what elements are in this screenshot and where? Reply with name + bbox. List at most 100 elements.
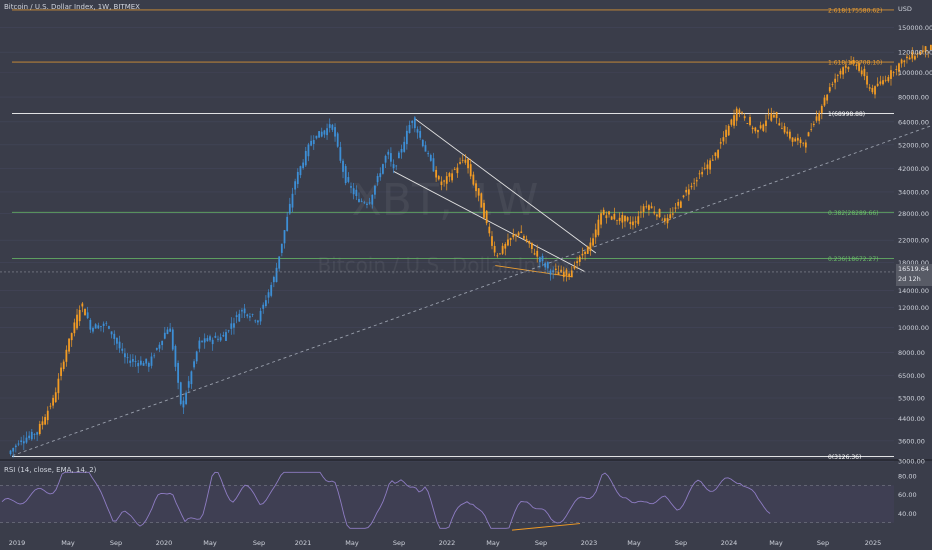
candle-body xyxy=(804,142,807,148)
fib-levels: 2.618(175580.62) 1.618(109708.10) 1(68998.… xyxy=(12,7,894,461)
candle-body xyxy=(320,131,323,137)
watermark-name: Bitcoin / U.S. Dollar Index xyxy=(317,253,572,277)
candle-body xyxy=(131,359,134,362)
candle-body xyxy=(352,188,355,195)
candle-body xyxy=(219,337,222,341)
candle-body xyxy=(355,189,358,197)
candle-body xyxy=(906,56,908,59)
candle-body xyxy=(283,230,286,244)
candle-body xyxy=(669,214,672,219)
candle-body xyxy=(198,340,201,349)
candle-body xyxy=(171,329,174,350)
candle-body xyxy=(735,108,738,121)
candle-body xyxy=(533,253,536,255)
candle-body xyxy=(749,116,751,126)
candle-body xyxy=(299,166,302,176)
candle-body xyxy=(318,131,320,138)
candle-body xyxy=(177,362,180,383)
candle-body xyxy=(544,263,547,268)
candle-body xyxy=(241,310,243,312)
candle-body xyxy=(512,234,515,238)
y-tick-label: 34000.00 xyxy=(898,188,929,196)
rsi-tick: 40.00 xyxy=(898,510,917,518)
candle-body xyxy=(366,203,368,205)
candle-body xyxy=(46,410,49,421)
candle-body xyxy=(914,56,916,60)
candle-body xyxy=(100,325,102,327)
candle-body xyxy=(586,246,589,254)
candle-body xyxy=(76,314,78,329)
candle-body xyxy=(690,185,693,188)
x-tick-label: Sep xyxy=(817,539,829,547)
currency-label: USD xyxy=(898,5,912,13)
rsi-tick: 80.00 xyxy=(898,473,917,481)
candle-body xyxy=(616,219,618,221)
candle-body xyxy=(22,441,25,444)
y-tick-label: 22000.00 xyxy=(898,237,929,245)
candle-body xyxy=(161,340,164,346)
candle-body xyxy=(310,140,313,146)
candle-body xyxy=(432,158,435,172)
candle-body xyxy=(812,123,815,126)
candle-body xyxy=(70,333,73,341)
candle-body xyxy=(344,166,347,184)
candle-body xyxy=(475,183,477,192)
candle-body xyxy=(645,206,648,208)
candle-body xyxy=(783,126,786,133)
candle-body xyxy=(456,167,459,174)
candle-body xyxy=(89,319,92,330)
candle-body xyxy=(195,351,198,362)
x-tick-label: 2021 xyxy=(295,539,312,547)
candle-body xyxy=(898,63,900,72)
candle-body xyxy=(520,231,523,234)
candle-body xyxy=(225,332,227,341)
candle-body xyxy=(272,276,275,283)
candle-body xyxy=(767,114,770,116)
candle-body xyxy=(895,68,898,70)
candle-body xyxy=(336,133,339,147)
candle-body xyxy=(810,129,813,130)
candle-body xyxy=(73,322,76,334)
y-tick-label: 64000.00 xyxy=(898,118,929,126)
y-tick-label: 5300.00 xyxy=(898,394,925,402)
candle-body xyxy=(413,117,416,129)
candle-body xyxy=(884,79,887,81)
candle-body xyxy=(350,186,352,188)
candle-body xyxy=(222,334,225,337)
candle-body xyxy=(469,164,472,177)
candle-body xyxy=(326,128,328,136)
candle-body xyxy=(507,239,509,246)
candle-body xyxy=(919,51,922,56)
candle-body xyxy=(834,78,837,83)
candle-body xyxy=(339,147,342,161)
y-tick-label: 3600.00 xyxy=(898,437,925,445)
rsi-divergence-line xyxy=(511,523,581,531)
candle-body xyxy=(429,155,432,161)
candle-body xyxy=(20,440,23,443)
candle-body xyxy=(440,181,443,186)
candle-body xyxy=(368,202,371,204)
candle-body xyxy=(759,125,762,129)
candle-body xyxy=(38,423,41,434)
candle-body xyxy=(602,209,605,215)
candle-body xyxy=(887,77,890,82)
candle-body xyxy=(743,116,746,119)
fib-label: 0.236(18672.27) xyxy=(828,256,879,263)
candle-body xyxy=(501,245,504,254)
candle-body xyxy=(105,322,108,324)
candle-body xyxy=(818,113,821,121)
candle-body xyxy=(781,128,783,130)
candle-body xyxy=(525,239,528,242)
candle-body xyxy=(291,193,294,208)
candle-body xyxy=(549,270,552,275)
candle-body xyxy=(823,97,826,106)
candle-body xyxy=(65,349,68,362)
candle-body xyxy=(179,382,182,405)
candle-body xyxy=(560,269,563,273)
candle-body xyxy=(908,57,911,60)
candle-body xyxy=(201,340,203,342)
candle-body xyxy=(411,120,414,123)
candle-body xyxy=(597,219,600,235)
candle-body xyxy=(257,320,259,323)
